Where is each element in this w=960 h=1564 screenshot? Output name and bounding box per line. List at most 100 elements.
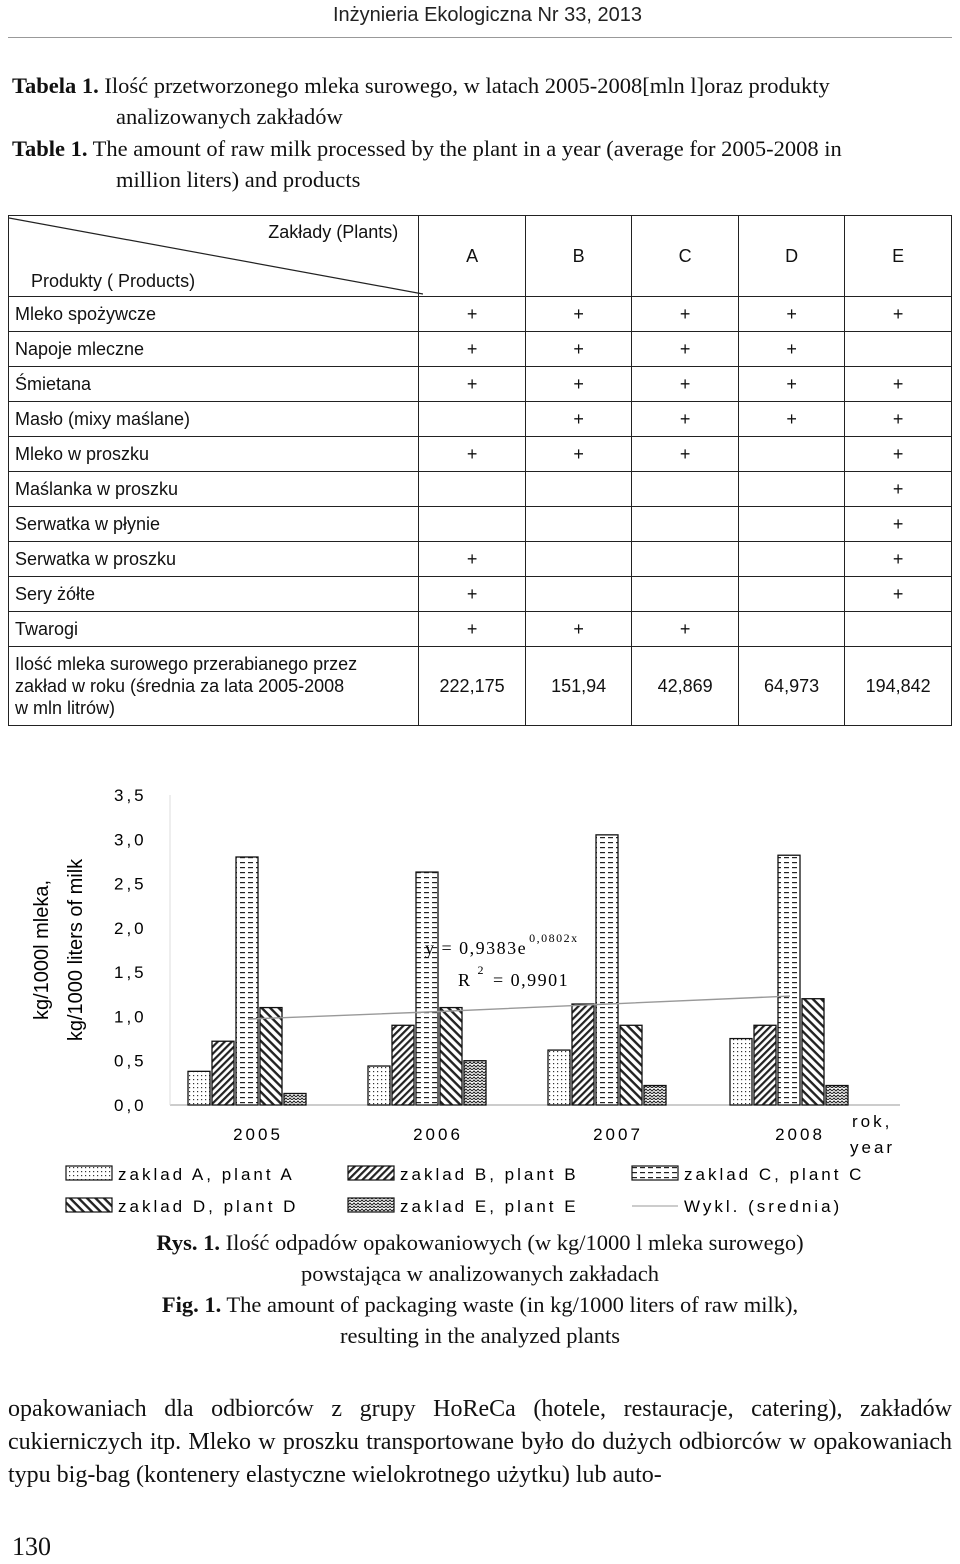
product-name: Serwatka w płynie <box>7 506 420 542</box>
product-mark <box>844 331 952 367</box>
x-axis-label-line2: year <box>850 1138 895 1157</box>
table-row: Śmietana + + + + + <box>7 366 952 402</box>
figure-label-pl: Rys. 1. <box>156 1230 220 1255</box>
product-mark <box>631 471 739 507</box>
table-row: Sery żółte + + <box>7 576 952 612</box>
table-label-pl: Tabela 1. <box>12 73 99 98</box>
bar-2008-s1 <box>729 1037 753 1106</box>
product-mark: + <box>418 576 526 612</box>
page-number: 130 <box>12 1532 51 1561</box>
x-axis-label-line1: rok, <box>852 1112 892 1131</box>
table-caption-pl: Tabela 1. Ilość przetworzonego mleka sur… <box>12 70 830 132</box>
y-tick-label: 1,0 <box>114 1007 147 1026</box>
product-mark: + <box>524 611 633 647</box>
figure-caption-pl-line1: Ilość odpadów opakowaniowych (w kg/1000 … <box>225 1230 804 1255</box>
table-caption-en-line2: million liters) and products <box>116 167 361 192</box>
legend-label: Wykl. (srednia) <box>684 1197 842 1216</box>
amount-row: Ilość mleka surowego przerabianego przez… <box>7 646 952 726</box>
table-caption-pl-line1: Ilość przetworzonego mleka surowego, w l… <box>104 73 830 98</box>
x-category-label: 2008 <box>775 1125 825 1144</box>
product-mark <box>844 611 952 647</box>
column-header: E <box>844 215 952 297</box>
bar-2008-s3 <box>777 854 801 1106</box>
bar-2008-s2 <box>753 1024 777 1106</box>
y-tick-label: 3,5 <box>114 786 147 805</box>
product-mark <box>524 541 633 577</box>
x-category-label: 2005 <box>233 1125 283 1144</box>
amount-value: 42,869 <box>631 646 739 726</box>
product-mark <box>737 541 846 577</box>
column-header: D <box>737 215 846 297</box>
legend-swatch <box>347 1197 395 1213</box>
product-mark: + <box>418 611 526 647</box>
bar-2007-s5 <box>643 1084 667 1106</box>
figure-caption-pl: Rys. 1. Ilość odpadów opakowaniowych (w … <box>0 1227 960 1289</box>
amount-value: 194,842 <box>844 646 952 726</box>
amount-row-label: Ilość mleka surowego przerabianego przez… <box>7 646 420 726</box>
amount-value: 64,973 <box>737 646 846 726</box>
legend-label: zaklad D, plant D <box>118 1197 298 1216</box>
bar-2006-s5 <box>463 1060 487 1106</box>
figure-label-en: Fig. 1. <box>161 1292 222 1317</box>
product-mark: + <box>737 296 846 332</box>
product-mark: + <box>418 436 526 472</box>
x-category-label: 2007 <box>593 1125 643 1144</box>
journal-header: Inżynieria Ekologiczna Nr 33, 2013 <box>332 4 642 26</box>
plants-header: Zakłady (Plants) <box>268 222 399 242</box>
product-name: Maślanka w proszku <box>7 471 420 507</box>
column-header: C <box>631 215 739 297</box>
table-row: Serwatka w płynie + <box>7 506 952 542</box>
y-axis-label-line1: kg/1000l mleka, <box>31 880 53 1020</box>
bar-2005-s1 <box>187 1070 211 1106</box>
product-mark: + <box>524 436 633 472</box>
bar-2007-s3 <box>595 834 619 1106</box>
figure-caption-en-line2: resulting in the analyzed plants <box>340 1323 620 1348</box>
figure-caption-pl-line2: powstająca w analizowanych zakładach <box>301 1261 659 1286</box>
bar-2007-s1 <box>547 1049 571 1106</box>
product-mark: + <box>737 401 846 437</box>
amount-label-line1: Ilość mleka surowego przerabianego przez <box>15 654 358 674</box>
bar-2006-s4 <box>439 1006 463 1106</box>
table-label-en: Table 1. <box>12 136 88 161</box>
product-mark: + <box>631 366 739 402</box>
product-mark: + <box>844 366 952 402</box>
table-row: Maślanka w proszku + <box>7 471 952 507</box>
y-tick-label: 2,0 <box>114 919 147 938</box>
product-mark: + <box>418 331 526 367</box>
product-mark: + <box>844 541 952 577</box>
column-header: A <box>418 215 526 297</box>
chart-legend: zaklad A, plant A zaklad B, plant B zaklad… <box>65 1165 861 1216</box>
bar-2005-s4 <box>259 1006 283 1106</box>
product-mark: + <box>631 296 739 332</box>
amount-label-line2: zakład w roku (średnia za lata 2005-2008 <box>15 676 345 696</box>
product-mark <box>418 401 526 437</box>
amount-label-line3: w mln litrów) <box>15 698 116 718</box>
bar-2006-s2 <box>391 1024 415 1106</box>
trend-line <box>247 995 791 1020</box>
packaging-waste-chart: kg/1000l mleka, kg/1000 liters of milk 0… <box>31 786 900 1216</box>
y-axis-ticks: 0,0 0,5 1,0 1,5 2,0 2,5 3,0 3,5 <box>114 786 147 1115</box>
product-mark: + <box>524 366 633 402</box>
figure-caption-en-line1: The amount of packaging waste (in kg/100… <box>226 1292 799 1317</box>
products-header: Produkty ( Products) <box>31 271 196 291</box>
bar-2005-s5 <box>283 1092 307 1106</box>
product-mark: + <box>631 331 739 367</box>
bars <box>187 834 849 1106</box>
product-mark: + <box>737 366 846 402</box>
figure-caption-en: Fig. 1. The amount of packaging waste (i… <box>0 1289 960 1351</box>
product-mark: + <box>844 436 952 472</box>
y-tick-label: 1,5 <box>114 963 147 982</box>
diagonal-header-cell: Zakłady (Plants) Produkty ( Products) <box>7 215 423 297</box>
header-rule <box>8 37 952 38</box>
product-mark <box>524 576 633 612</box>
product-mark <box>737 471 846 507</box>
x-category-label: 2006 <box>413 1125 463 1144</box>
product-name: Twarogi <box>7 611 420 647</box>
product-mark: + <box>631 401 739 437</box>
product-mark <box>418 506 526 542</box>
bar-2006-s1 <box>367 1065 391 1106</box>
product-mark: + <box>844 506 952 542</box>
y-axis-label-line2: kg/1000 liters of milk <box>65 858 87 1041</box>
table-row: Twarogi + + + <box>7 611 952 647</box>
